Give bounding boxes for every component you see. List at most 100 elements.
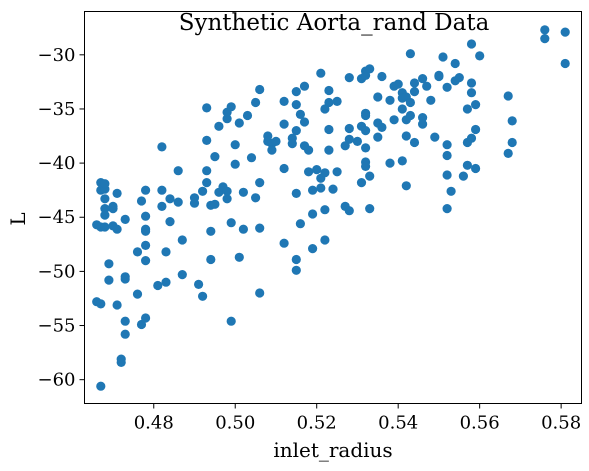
data-point xyxy=(365,171,375,181)
data-point xyxy=(373,92,383,102)
data-point xyxy=(100,194,110,204)
data-point xyxy=(291,100,301,110)
data-point xyxy=(255,178,265,188)
data-point xyxy=(409,137,420,148)
data-point xyxy=(100,179,110,189)
chart-title: Synthetic Aorta_rand Data xyxy=(179,10,490,36)
data-point xyxy=(540,25,550,35)
data-point xyxy=(251,97,261,108)
data-point xyxy=(418,119,428,129)
data-point xyxy=(116,357,126,367)
data-point xyxy=(442,150,452,161)
data-point xyxy=(299,81,310,91)
data-point xyxy=(141,256,151,266)
data-point xyxy=(271,136,281,146)
data-point xyxy=(373,132,383,142)
data-point xyxy=(462,104,472,114)
data-point xyxy=(165,194,175,204)
plot-frame xyxy=(84,11,582,404)
data-point xyxy=(393,79,403,89)
data-point xyxy=(279,238,289,248)
data-point xyxy=(120,274,130,284)
data-point xyxy=(299,117,310,127)
data-point xyxy=(324,85,334,96)
data-point xyxy=(304,167,314,177)
data-point xyxy=(328,184,338,194)
y-tick-label: −55 xyxy=(38,316,76,337)
data-point xyxy=(361,126,371,136)
data-point xyxy=(471,100,481,110)
data-point xyxy=(324,145,334,155)
data-point xyxy=(442,82,452,92)
data-point xyxy=(560,58,570,69)
data-point xyxy=(291,265,301,275)
data-point xyxy=(202,178,212,188)
data-point xyxy=(100,204,110,214)
data-point xyxy=(344,206,354,216)
data-point xyxy=(442,170,452,180)
data-point xyxy=(466,39,477,49)
data-point xyxy=(238,187,248,197)
data-point xyxy=(132,289,143,299)
data-point xyxy=(279,119,289,129)
data-point xyxy=(206,254,216,265)
data-point xyxy=(222,186,232,196)
y-tick-label: −50 xyxy=(38,261,76,282)
data-point xyxy=(332,167,342,177)
data-point xyxy=(198,186,208,196)
data-point xyxy=(454,73,464,83)
data-point xyxy=(365,64,375,74)
data-point xyxy=(507,137,517,148)
data-point xyxy=(222,114,232,124)
data-point xyxy=(385,158,395,168)
data-point xyxy=(389,115,399,125)
y-axis: −30 −35 −40 −45 −50 −55 −60 xyxy=(38,45,85,391)
data-point xyxy=(234,252,244,262)
data-point xyxy=(356,178,367,188)
data-point xyxy=(104,259,114,269)
data-point xyxy=(434,70,444,80)
data-point xyxy=(304,145,314,155)
data-point xyxy=(246,153,257,163)
data-point xyxy=(165,217,175,227)
data-point xyxy=(96,381,106,391)
data-point xyxy=(466,78,477,88)
data-point xyxy=(560,27,570,37)
data-point xyxy=(503,148,513,158)
y-axis-label: L xyxy=(6,212,30,225)
data-point xyxy=(458,171,468,181)
x-tick-label: 0.54 xyxy=(378,413,418,434)
data-point xyxy=(255,84,265,95)
data-point xyxy=(100,210,110,220)
data-point xyxy=(438,52,448,62)
data-point xyxy=(401,131,411,141)
data-point xyxy=(120,316,130,326)
data-point xyxy=(308,185,318,195)
data-point xyxy=(194,279,204,289)
y-tick-label: −45 xyxy=(38,207,76,228)
data-point xyxy=(210,199,220,209)
data-point xyxy=(462,160,472,170)
data-point xyxy=(112,300,122,310)
data-point xyxy=(442,140,452,150)
data-point xyxy=(161,247,171,257)
data-point xyxy=(234,118,244,128)
data-point xyxy=(279,163,289,174)
data-point xyxy=(471,124,481,135)
x-tick-label: 0.48 xyxy=(134,413,174,434)
data-point xyxy=(442,204,452,214)
data-point xyxy=(312,165,322,175)
data-point xyxy=(230,159,240,169)
data-point xyxy=(405,110,415,121)
data-point xyxy=(226,218,236,228)
data-point xyxy=(136,196,147,206)
data-point xyxy=(422,81,432,91)
data-point xyxy=(405,49,415,59)
data-point xyxy=(324,97,334,108)
data-point xyxy=(96,299,106,309)
data-point xyxy=(401,181,411,191)
data-point xyxy=(267,145,277,155)
data-point xyxy=(173,197,183,207)
y-tick-label: −60 xyxy=(38,370,76,391)
data-point xyxy=(141,211,151,221)
